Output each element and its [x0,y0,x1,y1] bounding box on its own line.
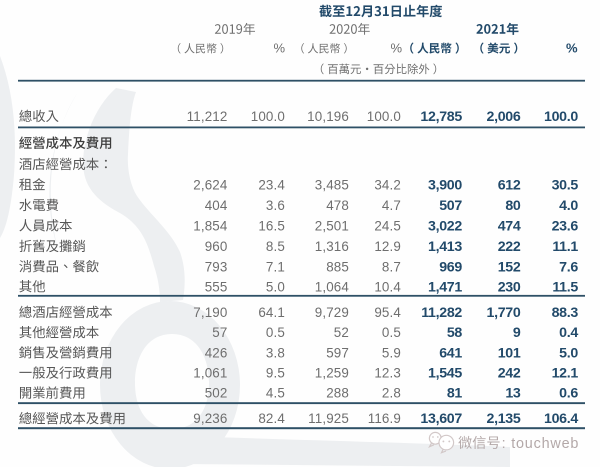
svg-text:3,485: 3,485 [315,177,349,192]
svg-text:3,900: 3,900 [428,177,462,193]
svg-text:82.4: 82.4 [258,411,285,426]
svg-text:1,061: 1,061 [193,366,227,381]
svg-text:1,854: 1,854 [193,218,228,233]
svg-text:2,135: 2,135 [486,411,520,427]
svg-text:230: 230 [498,279,521,295]
svg-text:1,770: 1,770 [486,305,520,321]
svg-text:24.5: 24.5 [374,218,401,233]
svg-text:11.5: 11.5 [552,279,578,295]
svg-text:11.1: 11.1 [552,239,578,255]
svg-text:11,212: 11,212 [187,109,228,124]
svg-text:%: % [566,41,578,56]
svg-text:57: 57 [212,325,227,340]
svg-text:3.6: 3.6 [266,198,285,213]
svg-text:793: 793 [205,259,228,274]
svg-text:0.5: 0.5 [266,325,285,340]
svg-text:1,316: 1,316 [315,239,349,254]
svg-text:80: 80 [505,198,521,214]
svg-text:23.4: 23.4 [258,177,285,192]
svg-text:23.6: 23.6 [552,218,579,234]
svg-text:4.0: 4.0 [559,198,578,214]
svg-text:3,022: 3,022 [428,218,462,234]
svg-text:0.4: 0.4 [559,325,578,341]
svg-text:2.8: 2.8 [382,386,401,401]
svg-text:9: 9 [513,325,521,341]
svg-text:116.9: 116.9 [368,411,401,426]
svg-text:969: 969 [439,259,462,275]
svg-text:8.7: 8.7 [382,259,401,274]
svg-text:0.6: 0.6 [559,386,578,402]
svg-text:13: 13 [505,386,521,402]
svg-text:426: 426 [205,345,228,360]
svg-text:10.4: 10.4 [374,279,401,294]
svg-text:242: 242 [498,366,521,382]
svg-text:64.1: 64.1 [258,305,285,320]
svg-text:1,545: 1,545 [428,366,462,382]
svg-text:5.0: 5.0 [559,345,578,361]
svg-text:34.2: 34.2 [374,177,401,192]
svg-text:4.7: 4.7 [382,198,401,213]
svg-text:30.5: 30.5 [552,177,579,193]
svg-text:474: 474 [498,218,521,234]
svg-text:4.5: 4.5 [266,386,285,401]
svg-text:%: % [390,41,402,56]
svg-text:7.6: 7.6 [559,259,578,275]
svg-text:2,501: 2,501 [315,218,349,233]
svg-text:612: 612 [498,177,521,193]
svg-text:2,624: 2,624 [193,177,228,192]
svg-text:641: 641 [439,345,462,361]
svg-text:100.0: 100.0 [251,109,285,124]
svg-text:222: 222 [498,239,521,255]
svg-text:502: 502 [205,386,228,401]
svg-text:101: 101 [498,345,521,361]
svg-text:: touchweb: : touchweb [502,436,580,452]
svg-text:52: 52 [334,325,349,340]
svg-text:10,196: 10,196 [307,109,349,124]
svg-text:0.5: 0.5 [382,325,401,340]
svg-text:2,006: 2,006 [486,109,520,125]
svg-text:9,729: 9,729 [315,305,349,320]
svg-text:12.1: 12.1 [552,366,579,382]
svg-text:152: 152 [498,259,521,275]
svg-text:555: 555 [205,279,228,294]
svg-text:81: 81 [447,386,463,402]
svg-text:478: 478 [326,198,349,213]
svg-text:3.8: 3.8 [266,345,285,360]
svg-text:106.4: 106.4 [544,411,578,427]
svg-text:507: 507 [439,198,462,214]
svg-text:9.5: 9.5 [266,366,285,381]
svg-text:58: 58 [447,325,463,341]
svg-text:597: 597 [326,345,349,360]
svg-text:11,925: 11,925 [308,411,349,426]
svg-text:100.0: 100.0 [367,109,401,124]
svg-text:7.1: 7.1 [266,259,285,274]
svg-text:1,471: 1,471 [428,279,462,295]
svg-text:5.9: 5.9 [382,345,401,360]
svg-text:8.5: 8.5 [266,239,285,254]
svg-text:100.0: 100.0 [544,109,578,125]
svg-text:7,190: 7,190 [193,305,227,320]
svg-text:88.3: 88.3 [552,305,579,321]
svg-text:288: 288 [326,386,349,401]
svg-text:11,282: 11,282 [421,305,462,321]
svg-text:%: % [273,41,285,56]
svg-text:1,064: 1,064 [315,279,350,294]
svg-text:5.0: 5.0 [266,279,285,294]
svg-text:12,785: 12,785 [420,109,462,125]
svg-text:95.4: 95.4 [374,305,401,320]
svg-text:16.5: 16.5 [258,218,285,233]
svg-text:13,607: 13,607 [420,411,462,427]
svg-text:960: 960 [205,239,228,254]
svg-text:404: 404 [205,198,228,213]
svg-text:9,236: 9,236 [193,411,227,426]
svg-text:1,259: 1,259 [315,366,349,381]
svg-text:12.3: 12.3 [374,366,401,381]
svg-text:885: 885 [326,259,349,274]
svg-text:1,413: 1,413 [428,239,462,255]
svg-text:12.9: 12.9 [374,239,401,254]
